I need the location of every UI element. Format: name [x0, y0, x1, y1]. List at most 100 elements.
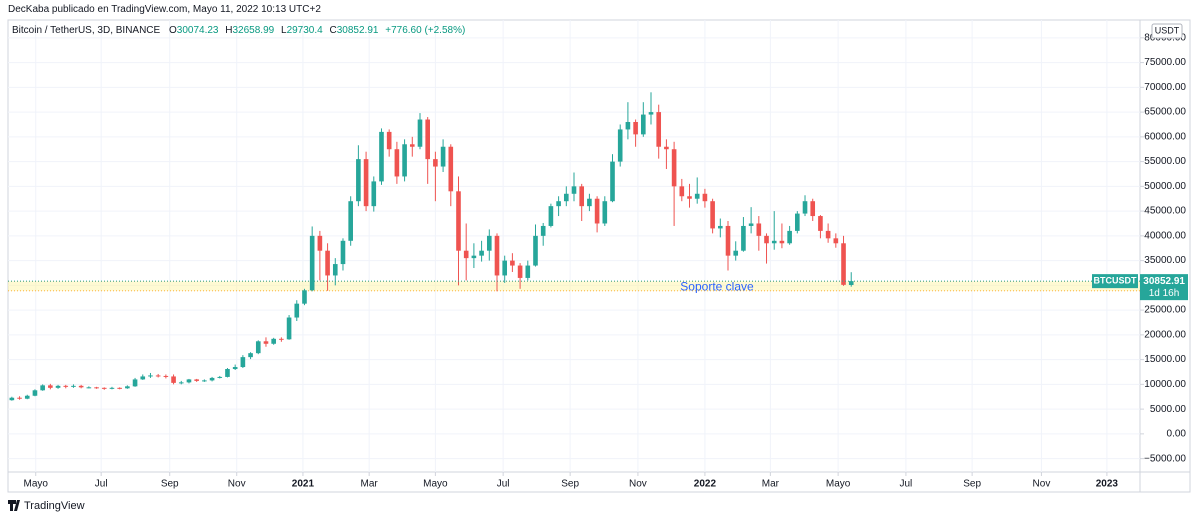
- x-tick-label: Nov: [629, 479, 647, 490]
- currency-box: [1151, 23, 1183, 39]
- candle-body: [317, 235, 323, 251]
- candle-body: [24, 395, 30, 399]
- candle-body: [764, 235, 769, 244]
- candle-body: [610, 161, 615, 202]
- candle-body: [63, 385, 69, 387]
- candle-body: [779, 240, 785, 244]
- candle-body: [648, 112, 654, 115]
- axes: 80000.0075000.0070000.0065000.0060000.00…: [8, 23, 1188, 490]
- candle-body: [209, 377, 215, 381]
- candle-body: [78, 385, 84, 388]
- symbol-tag: [1092, 274, 1138, 289]
- candle-body: [155, 375, 161, 377]
- candle-body: [602, 201, 608, 224]
- candle-body: [255, 341, 261, 354]
- support-zone: Soporte clave: [8, 279, 1140, 293]
- candle-body: [409, 144, 415, 147]
- symbol-tag-label: BTCUSDT: [1094, 276, 1137, 286]
- candle-body: [325, 250, 330, 276]
- ohlc-letter: L: [281, 25, 287, 36]
- candle-body: [479, 250, 484, 256]
- candle-body: [309, 235, 315, 291]
- candle-body: [163, 375, 169, 377]
- candle-body: [40, 385, 45, 391]
- candle-body: [109, 387, 115, 389]
- candle-body: [271, 338, 276, 344]
- candle-body: [664, 146, 669, 150]
- currency: USDT: [1155, 25, 1180, 35]
- x-tick-label: Jul: [95, 479, 108, 490]
- candle-body: [302, 290, 307, 304]
- candle-body: [148, 375, 153, 377]
- candle-body: [848, 281, 854, 285]
- x-tick-label: 2022: [694, 479, 717, 490]
- candle-body: [55, 385, 61, 388]
- y-tick-label: 40000.00: [1144, 230, 1186, 241]
- candle-body: [771, 240, 777, 244]
- ohlc-letter: H: [225, 25, 233, 36]
- candle-body: [171, 376, 176, 383]
- y-tick-label: −5000.00: [1144, 453, 1186, 464]
- grid: [8, 20, 1140, 472]
- price-tag-value: 30852.91: [1143, 276, 1185, 287]
- candle-body: [356, 159, 361, 202]
- x-tick-label: 2021: [292, 479, 315, 490]
- candle-body: [579, 186, 585, 207]
- candle-body: [363, 159, 369, 207]
- x-tick-label: Jul: [497, 479, 510, 490]
- x-tick-label: Mayo: [423, 479, 448, 490]
- candle-body: [818, 216, 823, 231]
- candle-body: [225, 369, 230, 377]
- y-tick-label: 25000.00: [1144, 305, 1186, 316]
- candle-body: [48, 385, 53, 388]
- candle-body: [433, 159, 438, 167]
- candle-body: [741, 225, 746, 251]
- candle-body: [232, 367, 238, 370]
- price-tag: [1140, 274, 1188, 301]
- candle-body: [525, 265, 531, 278]
- candle-body: [263, 341, 269, 344]
- candle-body: [125, 386, 130, 389]
- candle-body: [502, 260, 508, 276]
- candle-body: [132, 379, 138, 387]
- candle-body: [348, 201, 353, 241]
- candle-body: [625, 121, 631, 130]
- candle-body: [671, 149, 677, 187]
- chart-frame: [7, 19, 1191, 493]
- low-value: 29730.4: [286, 25, 323, 36]
- candle-body: [494, 235, 500, 276]
- candle-body: [32, 390, 38, 396]
- candle-body: [248, 353, 253, 358]
- candle-body: [101, 387, 107, 389]
- x-tick-label: Nov: [228, 479, 246, 490]
- candle-body: [833, 238, 839, 244]
- candle-body: [202, 380, 207, 382]
- change: +776.60 (+2.58%): [385, 25, 466, 36]
- x-tick-label: Sep: [963, 479, 981, 490]
- candle-body: [718, 225, 723, 229]
- ohlc-letter: C: [329, 25, 337, 36]
- candle-body: [86, 387, 92, 389]
- brand: TradingView: [24, 500, 85, 512]
- x-tick-label: Mayo: [826, 479, 851, 490]
- y-tick-label: 5000.00: [1150, 404, 1187, 415]
- candle-body: [656, 112, 662, 147]
- zone-label: Soporte clave: [680, 279, 754, 293]
- candle-body: [617, 129, 623, 162]
- candle-body: [633, 121, 638, 135]
- close-value: 30852.91: [336, 25, 379, 36]
- y-tick-label: 0.00: [1167, 429, 1187, 440]
- countdown: 1d 16h: [1149, 288, 1180, 299]
- candle-body: [332, 264, 338, 276]
- logo: [8, 500, 20, 511]
- candle-body: [386, 131, 392, 150]
- candle-body: [194, 379, 199, 381]
- x-tick-label: 2023: [1096, 479, 1119, 490]
- candle-body: [186, 379, 192, 383]
- candle-body: [802, 201, 808, 214]
- candle-body: [440, 146, 446, 167]
- candles: [9, 92, 854, 401]
- candle-body: [563, 193, 569, 202]
- candle-body: [286, 317, 292, 340]
- candle-body: [394, 149, 400, 177]
